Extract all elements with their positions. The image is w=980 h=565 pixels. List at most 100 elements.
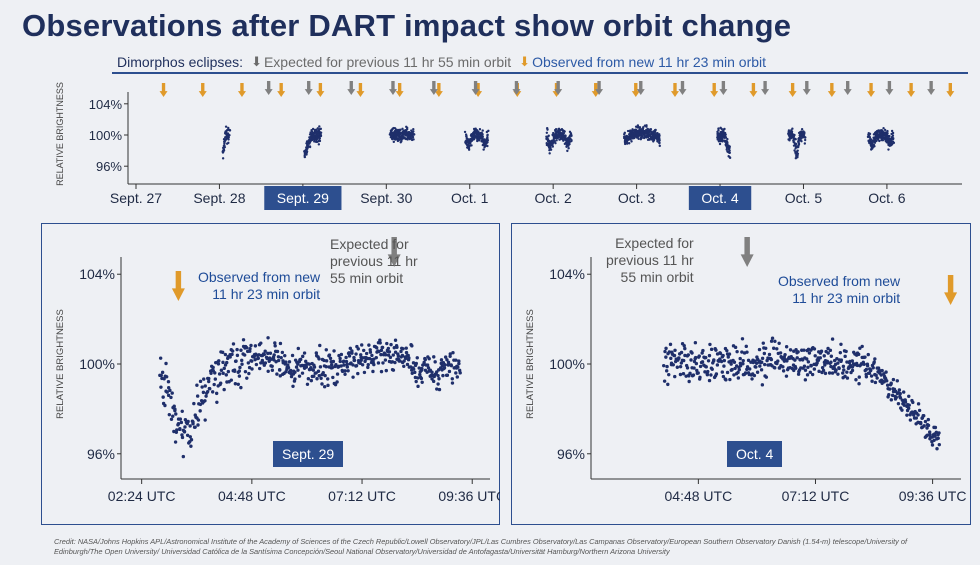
panel-point: [764, 346, 768, 350]
panel-point: [923, 419, 928, 424]
panel-point: [347, 354, 352, 358]
panel-point: [366, 365, 370, 370]
panel-point: [241, 338, 246, 342]
panel-point: [176, 422, 181, 426]
panel-point: [911, 400, 915, 405]
panel-point: [745, 365, 750, 369]
panel-point: [741, 358, 745, 363]
panel-point: [440, 364, 445, 368]
panel-point: [222, 366, 226, 371]
panel-point: [346, 369, 350, 373]
panel-point: [672, 353, 677, 358]
overview-point: [882, 127, 885, 130]
panel-point: [809, 364, 813, 368]
overview-point: [487, 129, 490, 133]
panel-point: [185, 433, 190, 437]
panel-point: [885, 379, 889, 383]
observed-eclipse-arrow: [631, 83, 640, 97]
overview-point: [728, 145, 731, 148]
panel-point: [435, 387, 439, 391]
panel-point: [283, 353, 287, 358]
panel-point: [236, 382, 240, 386]
overview-point: [803, 142, 807, 145]
panel-point: [784, 374, 789, 378]
panel-x-tick-label: 07:12 UTC: [328, 488, 396, 504]
panel-point: [195, 383, 199, 387]
panel-point: [684, 374, 688, 378]
overview-point: [318, 127, 322, 131]
overview-point: [481, 129, 484, 132]
panel-point: [178, 417, 183, 421]
panel-point: [677, 356, 681, 360]
overview-point: [794, 142, 798, 146]
panel-point: [857, 382, 861, 386]
panel-point: [196, 418, 201, 422]
panel-point: [193, 425, 197, 429]
overview-point: [890, 129, 894, 133]
observed-eclipse-arrow: [171, 271, 185, 301]
panel-point: [327, 353, 332, 357]
overview-point: [658, 134, 661, 137]
panel-point: [728, 377, 732, 382]
panel-point: [778, 351, 783, 355]
panel-point: [290, 353, 295, 358]
panel-point: [673, 348, 677, 352]
panel-point: [296, 346, 300, 351]
overview-point: [486, 133, 489, 137]
overview-point: [317, 143, 321, 146]
panel-point: [879, 373, 883, 377]
panel-point: [273, 341, 277, 345]
panel-point: [803, 368, 808, 372]
overview-point: [868, 136, 872, 139]
overview-point: [569, 137, 572, 140]
expected-eclipse-arrow: [512, 81, 521, 95]
panel-point: [858, 346, 862, 350]
panel-point: [868, 368, 873, 373]
panel-point: [178, 426, 182, 431]
panel-point: [280, 350, 285, 355]
panel-point: [168, 388, 172, 393]
panel-point: [169, 417, 174, 421]
panel-point: [179, 420, 184, 425]
panel-point: [732, 373, 736, 377]
panel-point: [276, 358, 281, 363]
panel-point: [240, 362, 244, 366]
panel-point: [871, 366, 875, 370]
panel-point: [678, 364, 683, 369]
observed-eclipse-arrow: [670, 83, 679, 97]
panel-point: [682, 343, 686, 348]
panel-point: [826, 351, 830, 355]
panel-point: [872, 360, 876, 364]
panel-y-tick-label: 104%: [79, 266, 115, 282]
overview-point: [470, 144, 473, 147]
slide-title: Observations after DART impact show orbi…: [22, 8, 792, 43]
panel-point: [248, 349, 252, 353]
overview-point: [319, 131, 323, 134]
panel-point: [864, 375, 869, 379]
panel-point: [448, 354, 452, 358]
panel-point: [414, 361, 418, 366]
overview-x-tick-label: Sept. 27: [110, 190, 162, 206]
oct4-observed-annotation: Observed from new 11 hr 23 min orbit: [778, 273, 900, 307]
panel-point: [331, 359, 336, 364]
overview-point: [788, 139, 791, 142]
panel-point: [359, 353, 363, 357]
sept29-panel: [41, 223, 500, 525]
panel-point: [316, 369, 321, 373]
panel-point: [675, 365, 680, 369]
panel-point: [423, 357, 427, 362]
overview-point: [654, 128, 657, 132]
expected-eclipse-arrow: [554, 81, 563, 95]
panel-point: [725, 370, 730, 375]
panel-point: [698, 364, 703, 369]
panel-point: [730, 367, 734, 372]
panel-point: [866, 352, 870, 357]
panel-point: [759, 360, 764, 364]
panel-point: [387, 350, 392, 354]
panel-point: [863, 355, 867, 359]
overview-point: [641, 127, 645, 130]
panel-point: [748, 367, 752, 371]
panel-point: [416, 376, 420, 380]
panel-point: [785, 359, 789, 363]
overview-x-tick-label: Sept. 28: [193, 190, 245, 206]
